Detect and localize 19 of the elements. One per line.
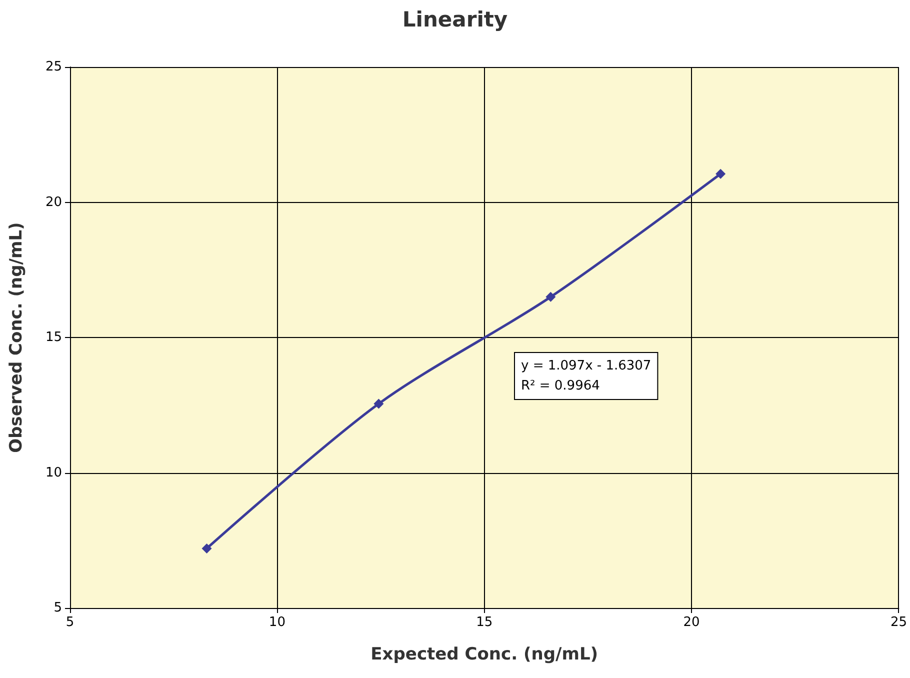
x-axis-title: Expected Conc. (ng/mL) [370, 644, 598, 664]
point [374, 398, 384, 409]
y-tick-label: 20 [45, 194, 62, 210]
y-tick-label: 5 [54, 600, 62, 616]
y-tick-label: 25 [45, 60, 62, 74]
x-tick-label: 25 [890, 615, 907, 630]
point [716, 168, 726, 179]
chart-title: Linearity [402, 8, 508, 32]
x-tick-label: 20 [683, 615, 700, 630]
x-tick-label: 5 [66, 615, 74, 630]
annotation: R² = 0.9964 [521, 378, 600, 394]
y-axis-title: Observed Conc. (ng/mL) [6, 222, 26, 453]
annotation: y = 1.097x - 1.6307 [521, 358, 652, 374]
point [202, 543, 212, 554]
y-tick-label: 15 [45, 330, 62, 345]
x-tick-label: 15 [476, 615, 493, 630]
point [546, 292, 556, 302]
x-tick-label: 10 [268, 615, 286, 630]
y-tick-label: 10 [45, 465, 62, 480]
